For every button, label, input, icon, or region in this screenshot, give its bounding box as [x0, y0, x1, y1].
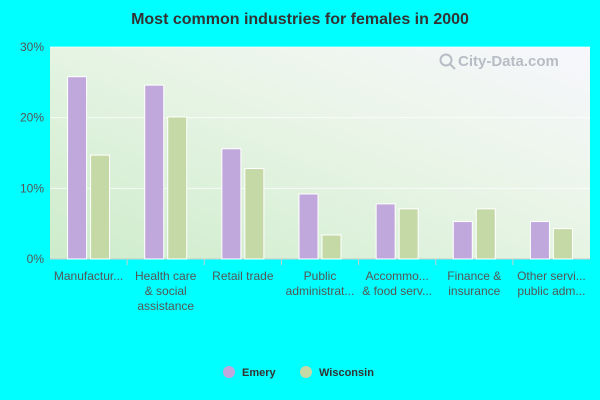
bar-wisconsin — [244, 168, 265, 260]
category-label: administrat... — [286, 284, 355, 298]
bars — [67, 76, 573, 260]
watermark-search-icon-handle — [449, 63, 456, 70]
x-axis-labels: Manufactur... Health care& socialassistan… — [54, 269, 586, 313]
y-tick-label: 10% — [20, 181, 44, 195]
watermark: City-Data.com — [439, 53, 559, 70]
category-label: Public — [304, 269, 337, 283]
legend-swatch-emery — [223, 366, 235, 378]
bar-emery — [298, 193, 319, 260]
category-label: Manufactur... — [54, 269, 123, 283]
category-label: assistance — [137, 299, 194, 313]
y-tick-label: 0% — [27, 252, 45, 266]
y-axis-ticks: 0% 10% 20% 30% — [20, 40, 44, 266]
legend-swatch-wisconsin — [300, 366, 312, 378]
bar-emery — [67, 76, 88, 260]
bar-wisconsin — [552, 228, 573, 260]
bar-emery — [221, 148, 242, 260]
bar-wisconsin — [167, 116, 188, 260]
bar-emery — [375, 203, 396, 260]
watermark-text: City-Data.com — [458, 53, 559, 70]
grid-lines — [50, 46, 590, 265]
category-label: & social — [145, 284, 187, 298]
category-label: Finance & — [447, 269, 501, 283]
bar-wisconsin — [90, 154, 111, 260]
category-label: Other servi... — [517, 269, 586, 283]
category-label: Retail trade — [212, 269, 274, 283]
y-tick-label: 30% — [20, 40, 44, 54]
category-label: Accommo... — [365, 269, 428, 283]
category-label: public adm... — [517, 284, 585, 298]
chart-title: Most common industries for females in 20… — [131, 11, 469, 28]
bar-emery — [452, 221, 473, 260]
watermark-search-icon — [439, 53, 453, 67]
legend-label: Emery — [242, 367, 277, 379]
y-tick-label: 20% — [20, 111, 44, 125]
bar-emery — [144, 84, 165, 260]
legend: Emery Wisconsin — [223, 366, 374, 379]
plot-area — [50, 47, 590, 259]
bar-emery — [529, 221, 550, 260]
category-label: insurance — [448, 284, 500, 298]
category-label: & food serv... — [362, 284, 432, 298]
bar-wisconsin — [321, 234, 342, 260]
legend-label: Wisconsin — [319, 367, 374, 379]
category-label: Health care — [135, 269, 197, 283]
bar-wisconsin — [475, 208, 496, 260]
bar-wisconsin — [398, 208, 419, 260]
